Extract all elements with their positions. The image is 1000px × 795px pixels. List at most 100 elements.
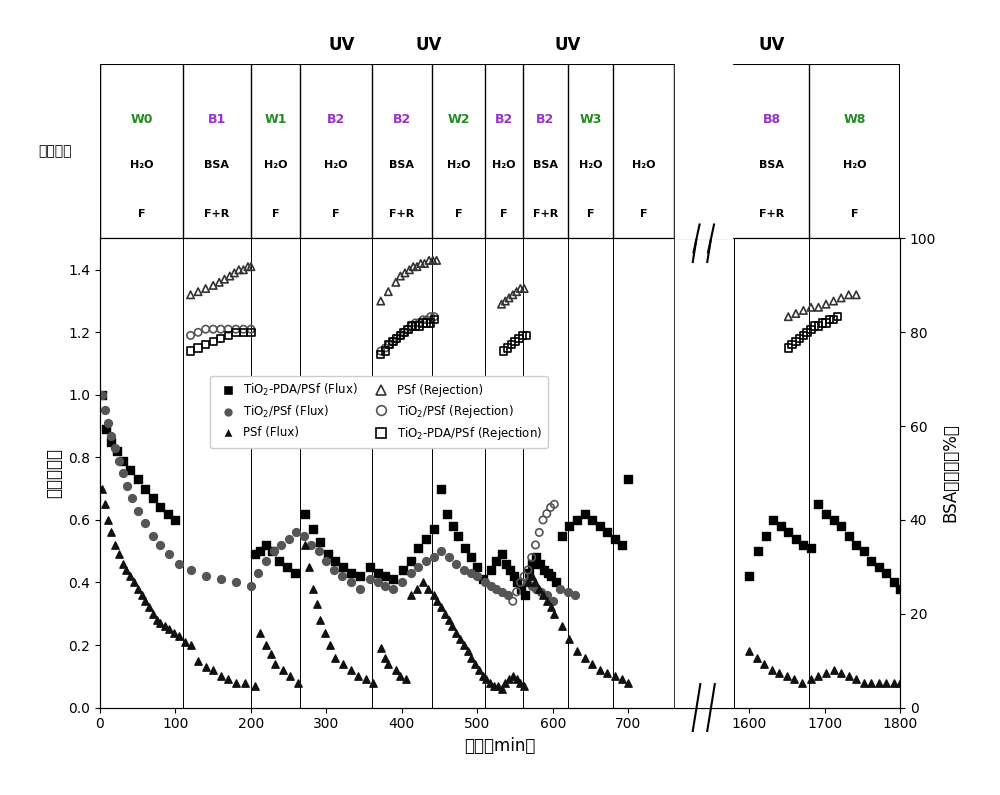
Point	[161, 623, 177, 636]
Point	[439, 507, 455, 520]
Point	[385, 583, 401, 595]
Point	[145, 607, 161, 620]
Point	[335, 560, 351, 573]
Point	[211, 276, 227, 289]
Point	[750, 545, 766, 557]
Point	[183, 289, 199, 301]
Point	[818, 507, 834, 520]
Point	[545, 595, 561, 607]
Point	[799, 326, 815, 339]
Point	[795, 329, 811, 342]
Point	[237, 677, 253, 689]
Text: H₂O: H₂O	[632, 160, 655, 170]
Point	[441, 551, 457, 564]
Point	[145, 491, 161, 504]
Point	[488, 554, 504, 567]
Point	[498, 557, 514, 570]
Text: B8: B8	[763, 113, 781, 126]
Text: H₂O: H₂O	[130, 160, 153, 170]
Point	[190, 285, 206, 298]
Point	[539, 595, 555, 607]
Point	[119, 479, 135, 492]
Point	[810, 498, 826, 510]
Point	[749, 651, 765, 664]
Point	[794, 677, 810, 689]
Point	[780, 310, 796, 323]
Text: BSA: BSA	[533, 160, 558, 170]
Point	[266, 545, 282, 557]
Point	[810, 320, 826, 332]
Point	[531, 583, 547, 595]
Point	[130, 473, 146, 486]
Point	[433, 601, 449, 614]
Point	[456, 564, 472, 576]
Point	[560, 585, 576, 598]
Point	[501, 673, 517, 686]
Point	[415, 316, 431, 329]
Text: UV: UV	[555, 36, 581, 53]
Point	[100, 514, 116, 526]
Point	[377, 570, 393, 583]
Point	[183, 329, 199, 342]
Point	[764, 664, 780, 677]
Point	[370, 576, 386, 589]
Point	[392, 329, 408, 342]
Point	[521, 567, 537, 580]
Point	[475, 573, 491, 586]
Point	[561, 520, 577, 533]
Point	[103, 436, 119, 448]
Point	[290, 677, 306, 689]
Point	[205, 335, 221, 348]
Point	[279, 560, 295, 573]
Point	[444, 620, 460, 633]
Point	[429, 595, 445, 607]
Point	[503, 339, 519, 351]
Point	[518, 329, 534, 342]
Point	[433, 545, 449, 557]
Point	[247, 548, 263, 560]
Point	[607, 670, 623, 683]
Point	[818, 667, 834, 680]
Point	[137, 595, 153, 607]
Point	[758, 529, 774, 542]
Point	[482, 677, 498, 689]
Point	[528, 551, 544, 564]
Point	[157, 620, 173, 633]
Point	[205, 323, 221, 335]
Point	[409, 260, 425, 273]
Point	[469, 570, 485, 583]
Point	[524, 551, 540, 564]
Point	[543, 570, 559, 583]
Point	[426, 310, 442, 323]
Point	[509, 673, 525, 686]
Point	[841, 289, 857, 301]
Text: W8: W8	[844, 113, 866, 126]
Point	[441, 614, 457, 626]
Point	[252, 626, 268, 639]
Point	[380, 657, 396, 670]
Text: F: F	[272, 209, 279, 219]
Point	[450, 529, 466, 542]
Text: BSA: BSA	[204, 160, 229, 170]
Point	[190, 654, 206, 667]
Point	[103, 429, 119, 442]
Text: B2: B2	[536, 113, 554, 126]
Point	[190, 342, 206, 355]
Point	[829, 310, 845, 323]
Text: H₂O: H₂O	[492, 160, 516, 170]
Text: H₂O: H₂O	[264, 160, 287, 170]
Point	[183, 638, 199, 651]
Point	[94, 389, 110, 401]
Point	[198, 282, 214, 295]
Point	[607, 533, 623, 545]
Point	[350, 670, 366, 683]
Point	[247, 679, 263, 692]
Point	[365, 677, 381, 689]
Point	[205, 664, 221, 677]
Point	[177, 635, 193, 648]
Point	[190, 326, 206, 339]
Point	[303, 538, 319, 551]
Text: UV: UV	[759, 36, 785, 53]
Point	[343, 576, 359, 589]
Point	[741, 570, 757, 583]
